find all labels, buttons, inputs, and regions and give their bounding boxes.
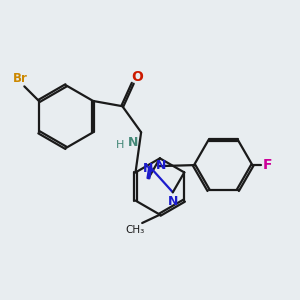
Text: N: N bbox=[128, 136, 138, 149]
Text: O: O bbox=[131, 70, 143, 84]
Text: Br: Br bbox=[13, 71, 28, 85]
Text: N: N bbox=[155, 159, 166, 172]
Text: F: F bbox=[262, 158, 272, 172]
Text: H: H bbox=[116, 140, 124, 150]
Text: CH₃: CH₃ bbox=[125, 225, 145, 235]
Text: N: N bbox=[168, 195, 178, 208]
Text: N: N bbox=[143, 162, 154, 175]
